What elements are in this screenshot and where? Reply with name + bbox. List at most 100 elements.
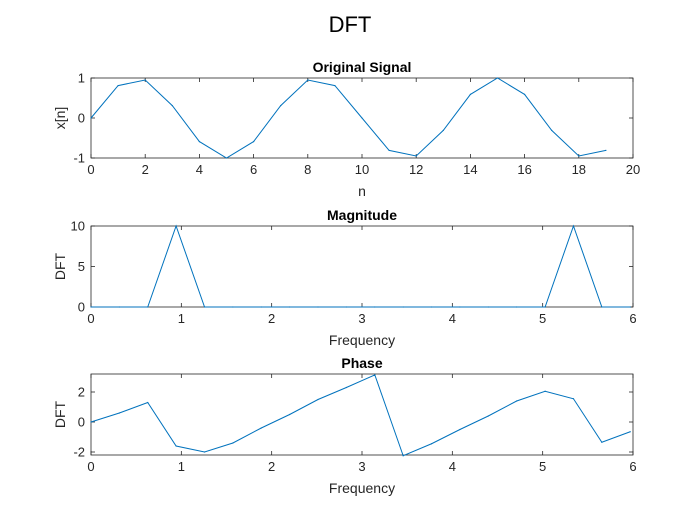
series-line (91, 224, 631, 308)
data-point (90, 117, 92, 119)
x-tick-label: 1 (178, 311, 185, 326)
data-point (144, 79, 146, 81)
data-point (388, 149, 390, 151)
x-tick-label: 3 (358, 459, 365, 474)
data-point (90, 421, 92, 423)
data-point (280, 105, 282, 107)
data-point (402, 306, 404, 308)
x-tick-label: 3 (358, 311, 365, 326)
x-tick-label: 2 (142, 162, 149, 177)
data-point (572, 398, 575, 400)
x-tick-label: 1 (178, 459, 185, 474)
figure-title: DFT (329, 12, 372, 37)
y-tick-label: 1 (78, 71, 85, 86)
y-tick-label: 2 (78, 385, 85, 400)
x-tick-label: 6 (250, 162, 257, 177)
subplot-title: Original Signal (313, 59, 412, 75)
x-tick-label: 4 (196, 162, 203, 177)
subplot-title: Magnitude (327, 207, 397, 223)
y-axis-label: x[n] (52, 107, 68, 130)
data-point (232, 442, 234, 444)
data-point (516, 400, 518, 402)
data-point (487, 415, 489, 417)
data-point (516, 306, 518, 308)
y-tick-label: -1 (73, 151, 85, 166)
data-point (605, 149, 607, 151)
x-tick-label: 0 (87, 459, 94, 474)
data-point (203, 306, 206, 308)
x-axis-label: n (358, 183, 366, 199)
data-point (402, 455, 404, 457)
x-tick-label: 0 (87, 311, 94, 326)
y-axis-label: DFT (52, 400, 68, 428)
x-axis-label: Frequency (329, 332, 395, 348)
data-point (171, 105, 173, 107)
data-point (487, 306, 489, 308)
data-point (469, 93, 471, 95)
y-tick-label: 10 (71, 219, 85, 234)
data-point (551, 129, 553, 131)
y-tick-label: 0 (78, 111, 85, 126)
data-point (317, 306, 319, 308)
subplot-title: Phase (341, 355, 382, 371)
data-point (147, 306, 149, 308)
data-point (374, 306, 376, 308)
x-tick-label: 4 (449, 311, 456, 326)
data-point (225, 157, 228, 159)
axes-box (90, 373, 634, 456)
x-tick-label: 20 (626, 162, 640, 177)
x-tick-label: 5 (539, 311, 546, 326)
x-tick-label: 14 (463, 162, 477, 177)
x-tick-label: 6 (629, 311, 636, 326)
data-point (430, 306, 433, 308)
data-point (430, 443, 433, 445)
data-point (572, 225, 575, 227)
data-point (629, 431, 631, 433)
data-point (260, 306, 262, 308)
data-point (442, 129, 444, 131)
x-tick-label: 18 (572, 162, 586, 177)
data-point (345, 306, 347, 308)
data-point (459, 428, 461, 431)
x-tick-label: 8 (304, 162, 311, 177)
data-point (601, 306, 603, 308)
data-point (118, 306, 120, 308)
data-point (198, 141, 200, 143)
x-axis-label: Frequency (329, 480, 395, 496)
x-tick-label: 10 (355, 162, 369, 177)
data-point (601, 441, 603, 443)
y-tick-label: 0 (78, 415, 85, 430)
x-tick-label: 2 (268, 459, 275, 474)
data-point (203, 451, 206, 453)
subplot-2: 0 1 2 3 4 5 6 0 5 10 Magnitude Frequency DFT (52, 207, 637, 348)
x-tick-label: 12 (409, 162, 423, 177)
data-point (232, 306, 234, 308)
data-point (253, 141, 255, 143)
x-tick-label: 4 (449, 459, 456, 474)
data-point (578, 155, 580, 157)
data-point (307, 79, 309, 81)
data-point (175, 445, 177, 447)
x-tick-label: 2 (268, 311, 275, 326)
y-axis-label: DFT (52, 252, 68, 280)
x-tick-label: 6 (629, 459, 636, 474)
data-point (289, 413, 291, 416)
x-tick-label: 5 (539, 459, 546, 474)
data-point (629, 306, 631, 308)
x-tick-label: 0 (87, 162, 94, 177)
data-point (147, 401, 149, 404)
x-tick-label: 16 (517, 162, 531, 177)
data-point (544, 306, 546, 308)
data-point (544, 390, 546, 392)
series-line (90, 77, 607, 159)
data-point (334, 85, 336, 87)
y-tick-label: 5 (78, 259, 85, 274)
data-point (117, 85, 119, 87)
series-line (90, 374, 631, 457)
data-point (118, 412, 120, 414)
data-point (289, 306, 291, 308)
y-tick-label: -2 (73, 445, 85, 460)
